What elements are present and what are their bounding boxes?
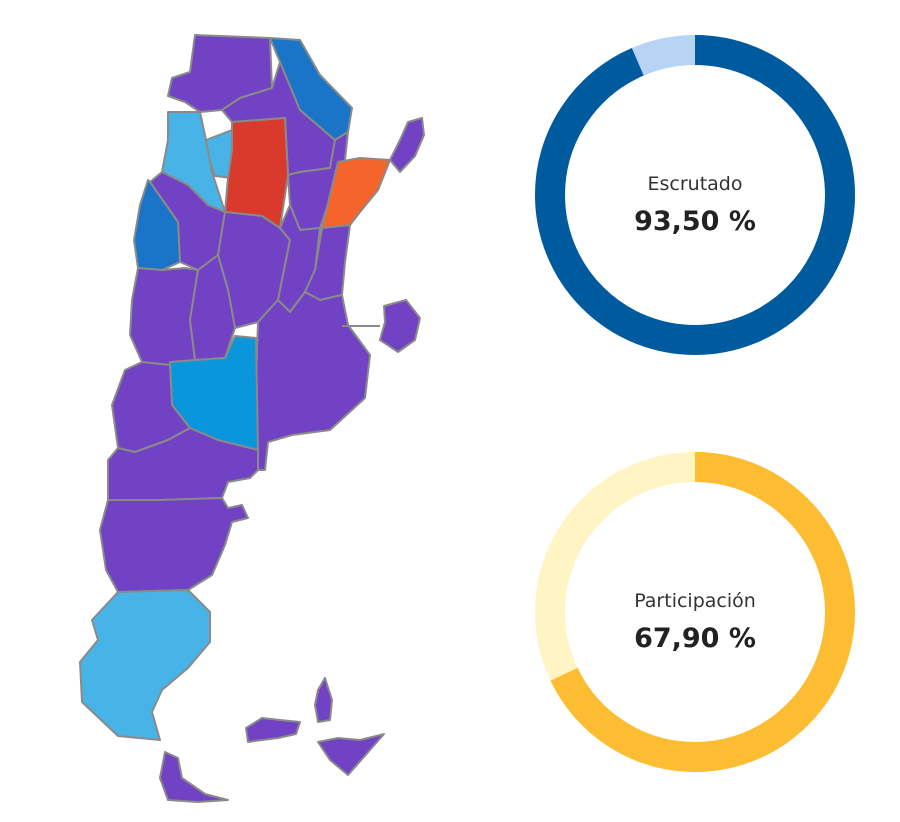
gauge-escrutado-value: 93,50 % xyxy=(634,206,756,237)
province-tucuman[interactable] xyxy=(205,129,233,179)
province-rio-negro[interactable] xyxy=(107,427,259,501)
province-caba[interactable] xyxy=(379,299,421,353)
province-malvinas[interactable] xyxy=(245,717,301,743)
gauge-participacion-value: 67,90 % xyxy=(634,623,756,654)
province-misiones[interactable] xyxy=(389,117,425,173)
province-georgias[interactable] xyxy=(314,677,333,723)
gauge-escrutado-label: Escrutado xyxy=(647,173,743,195)
gauge-escrutado: Escrutado 93,50 % xyxy=(530,30,860,360)
gauge-participacion-fill xyxy=(535,452,855,772)
province-santa-cruz[interactable] xyxy=(79,589,211,741)
province-san-luis[interactable] xyxy=(189,254,236,361)
province-buenos-aires[interactable] xyxy=(255,291,371,471)
gauge-participacion-label: Participación xyxy=(634,590,756,612)
argentina-map xyxy=(79,34,425,803)
province-chubut[interactable] xyxy=(99,497,249,593)
province-antartida[interactable] xyxy=(317,733,385,776)
province-mendoza[interactable] xyxy=(129,267,199,366)
province-santiago-del-estero[interactable] xyxy=(224,117,289,229)
gauge-escrutado-fill xyxy=(535,35,855,355)
province-tierra-del-fuego[interactable] xyxy=(159,751,229,803)
gauge-participacion: Participación 67,90 % xyxy=(530,447,860,777)
